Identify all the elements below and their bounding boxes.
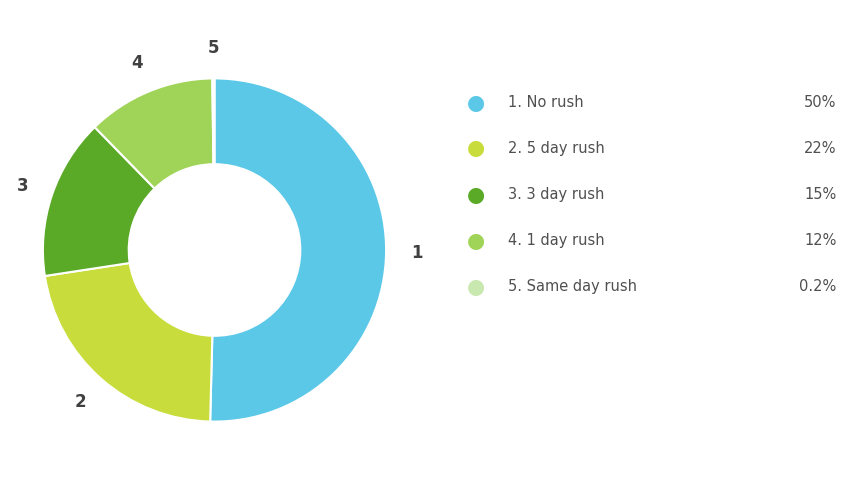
- Text: ●: ●: [467, 92, 486, 112]
- Text: 4. 1 day rush: 4. 1 day rush: [508, 233, 605, 248]
- Text: ●: ●: [467, 230, 486, 250]
- Wedge shape: [45, 263, 212, 422]
- Text: 22%: 22%: [804, 141, 837, 156]
- Text: 5: 5: [208, 38, 219, 56]
- Text: ●: ●: [467, 276, 486, 296]
- Text: 0.2%: 0.2%: [800, 279, 837, 294]
- Text: 2. 5 day rush: 2. 5 day rush: [508, 141, 605, 156]
- Text: 3: 3: [16, 176, 28, 194]
- Text: 15%: 15%: [804, 187, 837, 202]
- Wedge shape: [212, 78, 214, 164]
- Text: ●: ●: [467, 138, 486, 158]
- Text: 12%: 12%: [804, 233, 837, 248]
- Text: ●: ●: [467, 184, 486, 204]
- Text: 3. 3 day rush: 3. 3 day rush: [508, 187, 604, 202]
- Text: 4: 4: [131, 54, 142, 72]
- Wedge shape: [210, 78, 386, 422]
- Wedge shape: [94, 78, 214, 188]
- Text: 2: 2: [75, 393, 87, 411]
- Text: 1. No rush: 1. No rush: [508, 95, 583, 110]
- Text: 1: 1: [411, 244, 423, 262]
- Wedge shape: [43, 127, 154, 276]
- Text: 50%: 50%: [804, 95, 837, 110]
- Text: 5. Same day rush: 5. Same day rush: [508, 279, 637, 294]
